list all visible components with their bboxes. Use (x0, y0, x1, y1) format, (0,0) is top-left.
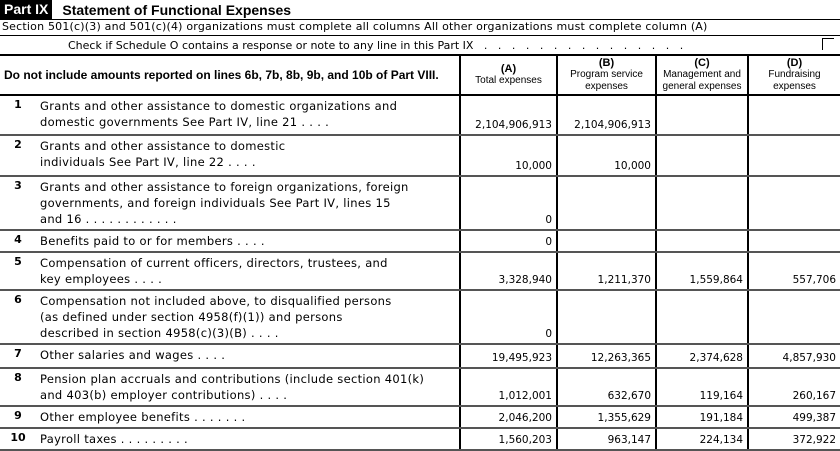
line-description: Payroll taxes . . . . . . . . . (36, 428, 460, 451)
fundraising-cell[interactable]: 260,167 (747, 368, 840, 407)
column-letter: (B) (598, 57, 615, 69)
fundraising-cell[interactable] (747, 176, 840, 231)
table-row: 3 Grants and other assistance to foreign… (0, 176, 840, 231)
management-general-cell[interactable]: 2,374,628 (655, 344, 748, 369)
table-row: 1 Grants and other assistance to domesti… (0, 95, 840, 136)
part-title: Statement of Functional Expenses (62, 1, 292, 18)
divider (0, 35, 840, 36)
program-service-cell[interactable]: 1,211,370 (556, 252, 656, 291)
program-service-cell[interactable]: 2,104,906,913 (556, 95, 656, 136)
column-label: Total expenses (475, 75, 542, 86)
schedule-o-check-label: Check if Schedule O contains a response … (68, 39, 684, 52)
total-expenses-cell[interactable]: 3,328,940 (459, 252, 557, 291)
total-expenses-cell[interactable]: 10,000 (459, 135, 557, 177)
total-expenses-cell[interactable]: 0 (459, 230, 557, 253)
table-row: 4 Benefits paid to or for members . . . … (0, 230, 840, 253)
column-letter: (A) (500, 63, 517, 75)
total-expenses-cell[interactable]: 2,046,200 (459, 406, 557, 429)
line-description: Compensation not included above, to disq… (36, 290, 460, 345)
table-row: 6 Compensation not included above, to di… (0, 290, 840, 345)
instruction-text: Section 501(c)(3) and 501(c)(4) organiza… (2, 20, 708, 33)
line-description: Benefits paid to or for members . . . . (36, 230, 460, 253)
management-general-cell[interactable]: 119,164 (655, 368, 748, 407)
fundraising-cell[interactable]: 372,922 (747, 428, 840, 451)
line-number: 9 (0, 406, 36, 429)
line-description: Grants and other assistance to domestic … (36, 135, 460, 177)
total-expenses-cell[interactable]: 2,104,906,913 (459, 95, 557, 136)
column-label: Fundraising expenses (768, 69, 821, 92)
table-row: 9 Other employee benefits . . . . . . . … (0, 406, 840, 429)
fundraising-cell[interactable] (747, 230, 840, 253)
management-general-cell[interactable] (655, 135, 748, 177)
part-header: Part IX Statement of Functional Expenses (0, 0, 840, 20)
expenses-table: Do not include amounts reported on lines… (0, 54, 840, 451)
fundraising-cell[interactable]: 4,857,930 (747, 344, 840, 369)
line-description: Pension plan accruals and contributions … (36, 368, 460, 407)
line-number: 6 (0, 290, 36, 345)
line-description: Compensation of current officers, direct… (36, 252, 460, 291)
line-number: 1 (0, 95, 36, 136)
program-service-cell[interactable]: 963,147 (556, 428, 656, 451)
management-general-cell[interactable] (655, 95, 748, 136)
table-row: 5 Compensation of current officers, dire… (0, 252, 840, 291)
column-c-header: (C) Management and general expenses (655, 54, 748, 96)
total-expenses-cell[interactable]: 1,012,001 (459, 368, 557, 407)
program-service-cell[interactable]: 10,000 (556, 135, 656, 177)
program-service-cell[interactable]: 1,355,629 (556, 406, 656, 429)
line-number: 10 (0, 428, 36, 451)
line-description: Grants and other assistance to domestic … (36, 95, 460, 136)
total-expenses-cell[interactable]: 1,560,203 (459, 428, 557, 451)
line-number: 8 (0, 368, 36, 407)
fundraising-cell[interactable]: 499,387 (747, 406, 840, 429)
total-expenses-cell[interactable]: 0 (459, 176, 557, 231)
line-description: Other salaries and wages . . . . (36, 344, 460, 369)
column-label: Management and general expenses (662, 69, 742, 92)
program-service-cell[interactable] (556, 230, 656, 253)
management-general-cell[interactable]: 191,184 (655, 406, 748, 429)
fundraising-cell[interactable]: 557,706 (747, 252, 840, 291)
fundraising-cell[interactable] (747, 135, 840, 177)
description-header: Do not include amounts reported on lines… (0, 54, 460, 96)
column-letter: (C) (694, 57, 710, 69)
management-general-cell[interactable] (655, 290, 748, 345)
line-number: 7 (0, 344, 36, 369)
column-a-header: (A) Total expenses (459, 54, 557, 96)
line-description: Other employee benefits . . . . . . . (36, 406, 460, 429)
column-letter: (D) (786, 57, 803, 69)
total-expenses-cell[interactable]: 0 (459, 290, 557, 345)
management-general-cell[interactable] (655, 176, 748, 231)
program-service-cell[interactable]: 632,670 (556, 368, 656, 407)
program-service-cell[interactable] (556, 290, 656, 345)
line-description: Grants and other assistance to foreign o… (36, 176, 460, 231)
table-row: 2 Grants and other assistance to domesti… (0, 135, 840, 177)
management-general-cell[interactable]: 1,559,864 (655, 252, 748, 291)
total-expenses-cell[interactable]: 19,495,923 (459, 344, 557, 369)
fundraising-cell[interactable] (747, 95, 840, 136)
column-label: Program service expenses (570, 69, 643, 92)
table-row: 7 Other salaries and wages . . . . 19,49… (0, 344, 840, 369)
table-row: 8 Pension plan accruals and contribution… (0, 368, 840, 407)
schedule-o-checkbox[interactable] (822, 38, 834, 50)
line-number: 3 (0, 176, 36, 231)
fundraising-cell[interactable] (747, 290, 840, 345)
management-general-cell[interactable] (655, 230, 748, 253)
line-number: 4 (0, 230, 36, 253)
column-b-header: (B) Program service expenses (556, 54, 656, 96)
line-number: 5 (0, 252, 36, 291)
column-d-header: (D) Fundraising expenses (747, 54, 840, 96)
program-service-cell[interactable] (556, 176, 656, 231)
program-service-cell[interactable]: 12,263,365 (556, 344, 656, 369)
management-general-cell[interactable]: 224,134 (655, 428, 748, 451)
part-label: Part IX (0, 0, 53, 19)
line-number: 2 (0, 135, 36, 177)
table-row: 10 Payroll taxes . . . . . . . . . 1,560… (0, 428, 840, 451)
